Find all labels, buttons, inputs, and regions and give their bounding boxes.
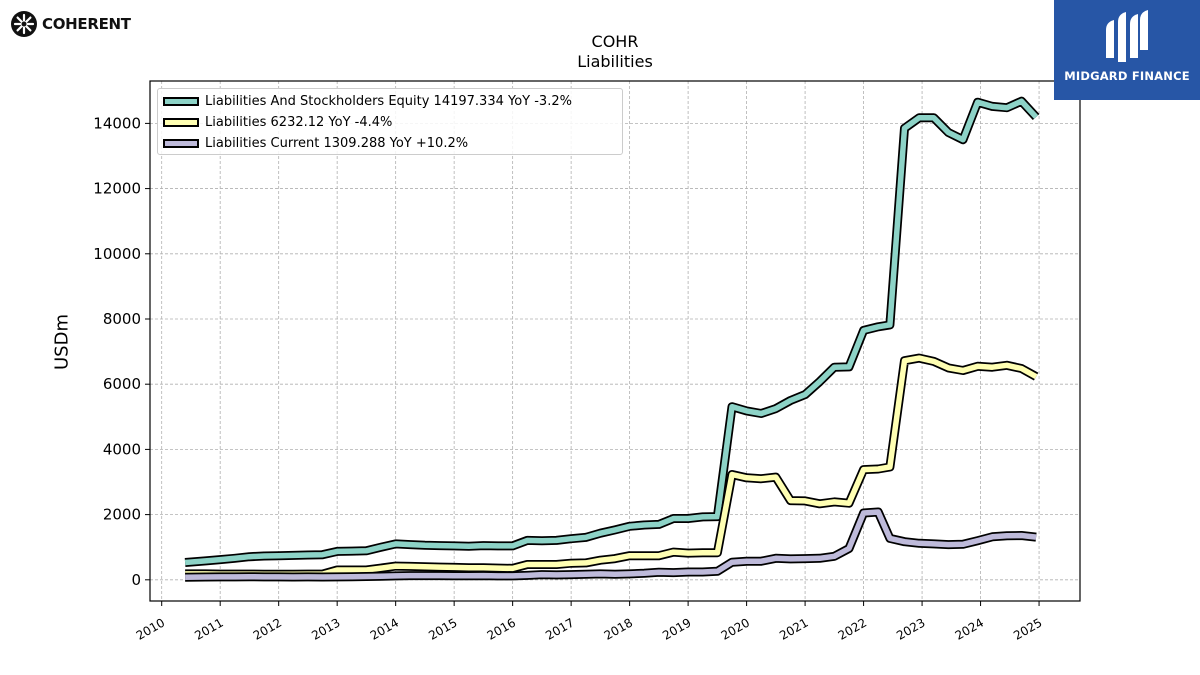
legend-item-current: Liabilities Current 1309.288 YoY +10.2% <box>163 135 468 151</box>
legend-swatch-equity <box>163 96 199 106</box>
legend-swatch-current <box>163 138 199 148</box>
legend-item-equity: Liabilities And Stockholders Equity 1419… <box>163 93 572 109</box>
grid-lines <box>150 81 1080 601</box>
x-tick-label: 2020 <box>719 615 752 642</box>
x-tick-label: 2022 <box>836 615 869 642</box>
plot-frame <box>149 80 1081 602</box>
y-tick-label: 12000 <box>93 180 141 198</box>
midgard-logo-text: MIDGARD FINANCE <box>1064 69 1190 83</box>
y-tick-label: 6000 <box>103 375 141 393</box>
midgard-logo-icon <box>1106 10 1148 62</box>
series-line-0 <box>184 98 1039 566</box>
y-tick-label: 8000 <box>103 310 141 328</box>
series-outline-0 <box>184 96 1040 567</box>
chart-subtitle: Liabilities <box>577 52 653 71</box>
series-line-1 <box>185 355 1038 578</box>
chart-title: COHR <box>591 32 639 51</box>
x-tick-label: 2012 <box>251 615 284 642</box>
legend: Liabilities And Stockholders Equity 1419… <box>157 88 623 155</box>
midgard-finance-logo: MIDGARD FINANCE <box>1054 0 1200 100</box>
legend-label-liabilities: Liabilities 6232.12 YoY -4.4% <box>205 114 393 130</box>
legend-item-liabilities: Liabilities 6232.12 YoY -4.4% <box>163 114 392 130</box>
x-tick-label: 2024 <box>953 615 986 642</box>
y-tick-label: 0 <box>131 571 141 589</box>
x-tick-label: 2023 <box>894 615 927 642</box>
x-tick-label: 2019 <box>660 615 693 642</box>
x-tick-label: 2015 <box>426 615 459 642</box>
y-axis-label: USDm <box>51 314 73 370</box>
x-tick-label: 2016 <box>485 615 518 642</box>
legend-swatch-liabilities <box>163 117 199 127</box>
y-tick-label: 2000 <box>103 506 141 524</box>
coherent-logo-text: COHERENT <box>42 15 131 33</box>
legend-label-current: Liabilities Current 1309.288 YoY +10.2% <box>205 135 469 151</box>
x-tick-label: 2018 <box>602 615 635 642</box>
x-tick-label: 2011 <box>192 615 225 642</box>
x-tick-label: 2017 <box>543 615 576 642</box>
x-tick-label: 2010 <box>134 615 167 642</box>
coherent-logo: COHERENT <box>10 10 131 38</box>
series-lines <box>184 96 1040 582</box>
x-tick-label: 2025 <box>1011 615 1044 642</box>
coherent-logo-icon <box>11 11 37 37</box>
x-tick-label: 2021 <box>777 615 810 642</box>
x-tick-label: 2013 <box>309 615 342 642</box>
legend-label-equity: Liabilities And Stockholders Equity 1419… <box>205 93 572 109</box>
y-tick-label: 14000 <box>93 114 141 132</box>
x-tick-label: 2014 <box>368 615 401 642</box>
y-tick-label: 10000 <box>93 245 141 263</box>
series-line-2 <box>185 509 1037 580</box>
y-tick-label: 4000 <box>103 440 141 458</box>
